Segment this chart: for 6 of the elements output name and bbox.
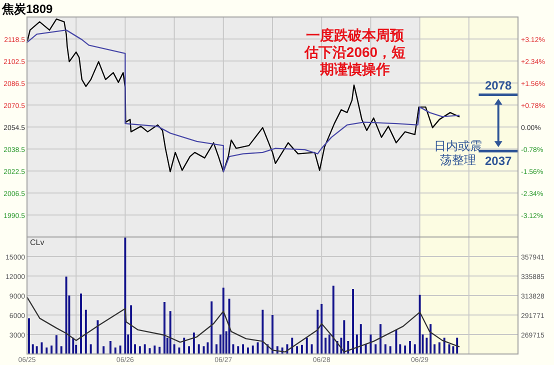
annotation: 日内或震荡整理 xyxy=(434,139,482,167)
ref-line-label: 2078 xyxy=(485,78,512,93)
annotation: 一度跌破本周预估下沿2060，短期谨慎操作 xyxy=(303,27,406,77)
ref-line-label: 2037 xyxy=(485,154,512,168)
chart-title: 焦炭1809 xyxy=(1,2,54,16)
annotation: CLv xyxy=(30,238,44,247)
